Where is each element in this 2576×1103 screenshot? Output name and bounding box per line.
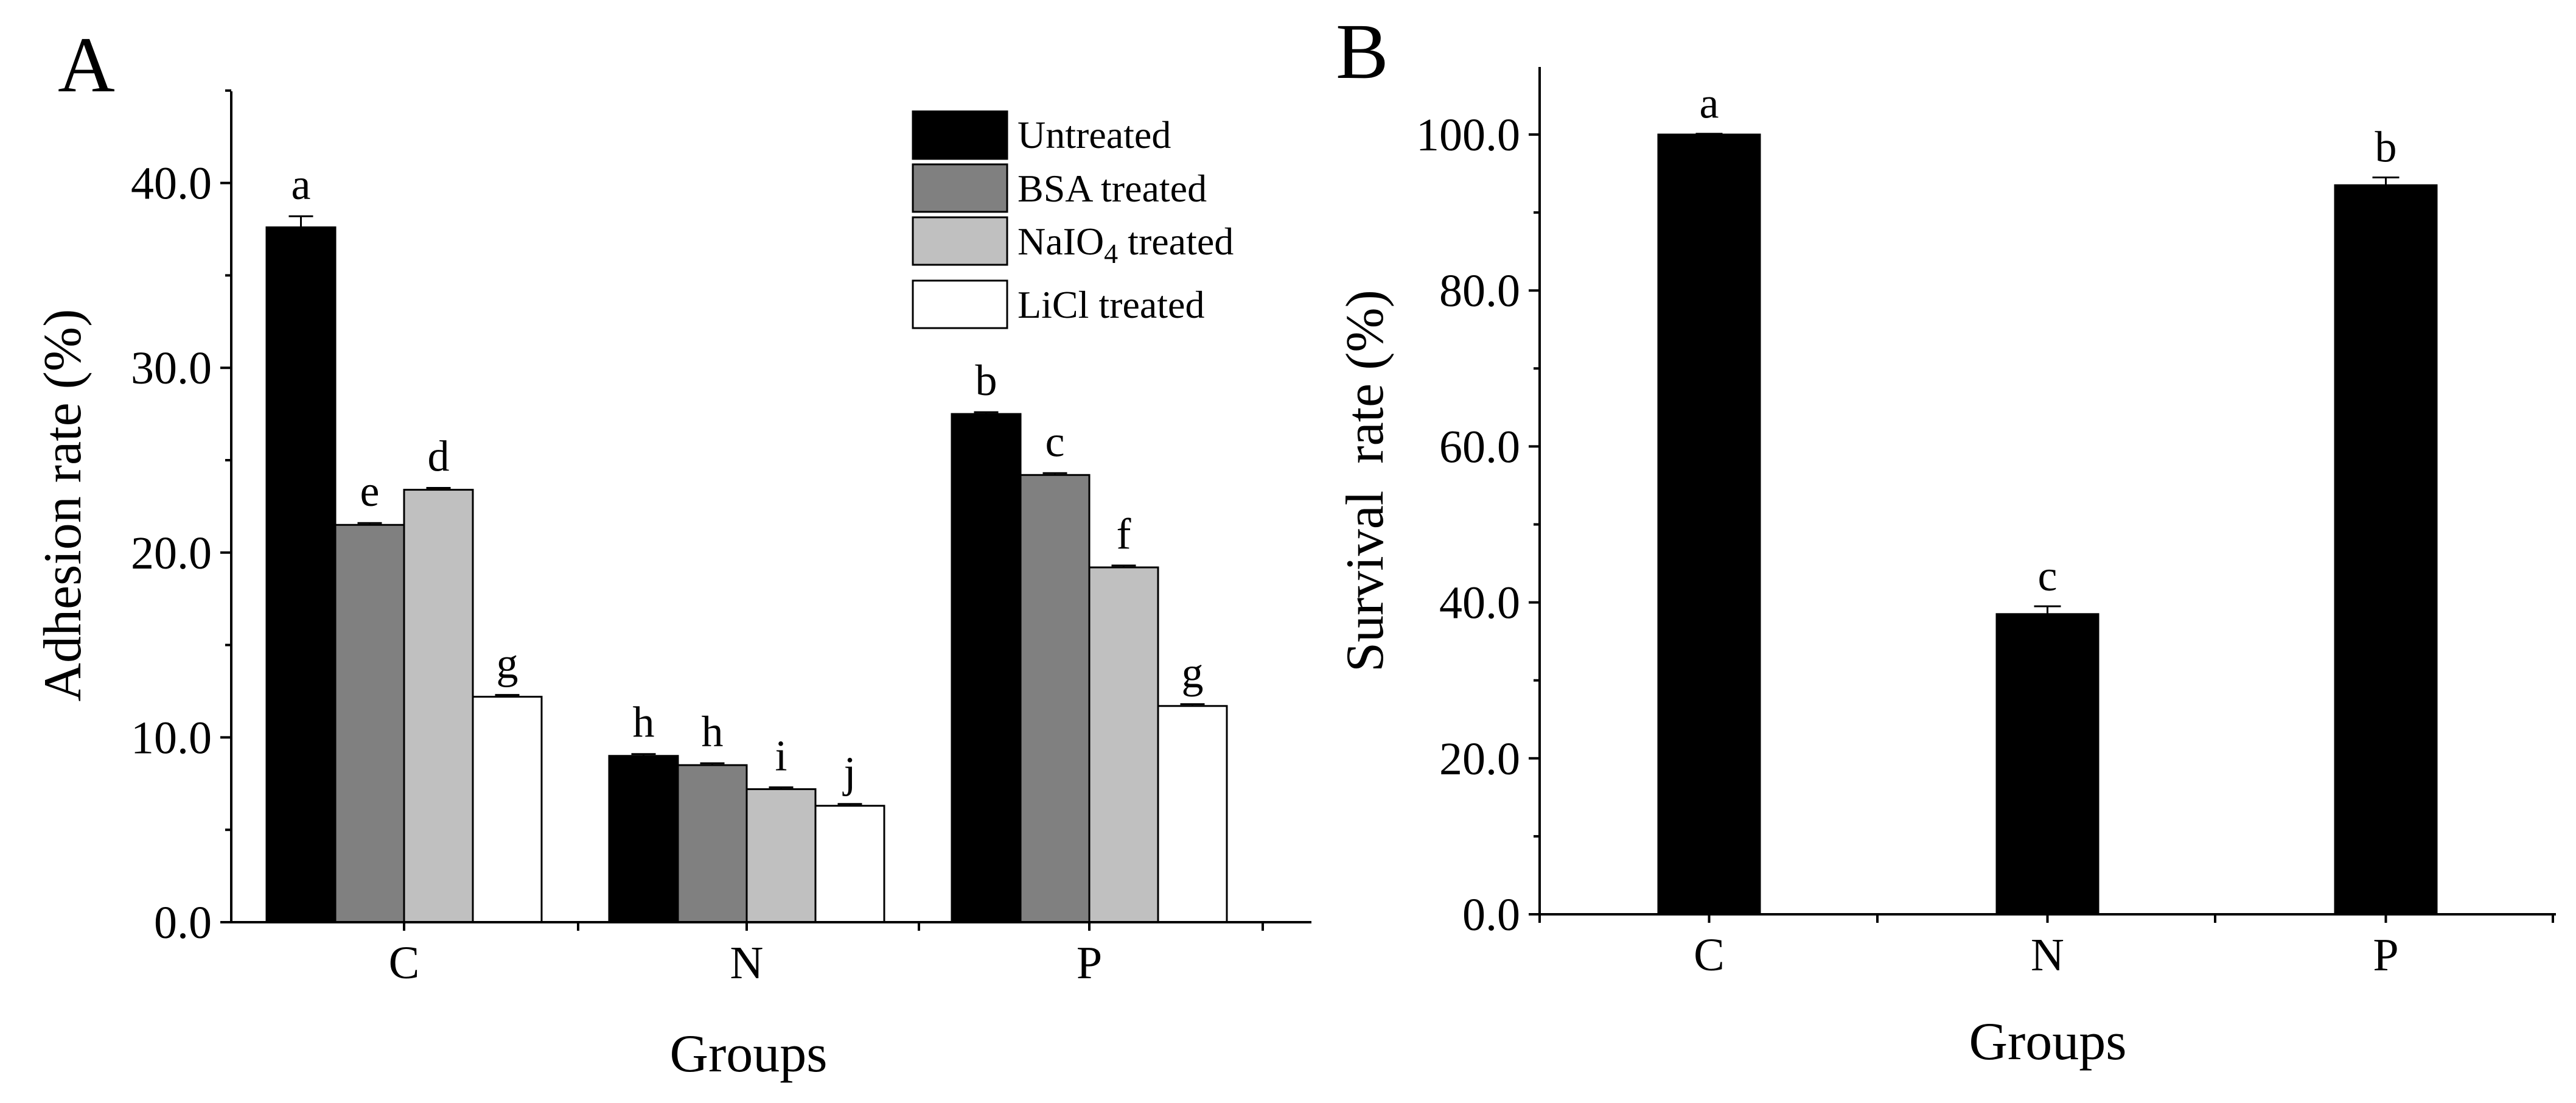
legend-label-untreated: Untreated [1017, 113, 1171, 156]
panel-a-y-axis-title: Adhesion rate (%) [33, 309, 92, 701]
legend-label-naio4: NaIO4 treated [1017, 220, 1234, 269]
y-tick-label: 20.0 [1439, 734, 1520, 785]
panel-b-letter: B [1336, 8, 1389, 96]
panel-a-significance-letters: a h b e h c d i f g j g [291, 160, 1204, 796]
legend-item-untreated: Untreated [912, 110, 1171, 160]
legend-swatch-untreated [912, 110, 1008, 160]
y-tick-label: 40.0 [1439, 578, 1520, 629]
legend-swatch-bsa [912, 163, 1008, 213]
legend-swatch-licl [912, 279, 1008, 329]
sig-letter-n-licl-treated: j [842, 748, 856, 797]
legend-swatch-naio4 [912, 216, 1008, 266]
bar-p-licl-treated [1157, 705, 1228, 923]
legend-item-naio4: NaIO4 treated [912, 216, 1234, 269]
panel-a-y-ticks: 0.0 10.0 20.0 30.0 40.0 [131, 89, 231, 948]
sig-letter-c-bsa-treated: e [360, 467, 380, 516]
panel-b-significance-letters: a c b [1700, 79, 2397, 600]
sig-letter-p-licl-treated: g [1182, 648, 1204, 697]
bar-p-naio4-treated [1088, 566, 1159, 923]
bar-p-bsa-treated [1019, 474, 1091, 923]
y-tick-label: 20.0 [131, 528, 212, 579]
panel-a-adhesion-chart: A a h b e h c d i f g j g 0.0 10.0 20.0 30.0 40.0 C N P A… [33, 21, 1311, 1084]
bar-p-untreated [951, 413, 1022, 923]
x-tick-label-p: P [2373, 930, 2398, 981]
bar-c-licl-treated [472, 696, 543, 923]
panel-a-letter: A [58, 21, 115, 109]
sig-letter-n-naio4-treated: i [775, 731, 787, 780]
bar-n-survival-rate [1995, 613, 2100, 916]
y-tick-label: 0.0 [154, 897, 212, 948]
y-tick-label: 0.0 [1462, 889, 1520, 940]
bar-n-untreated [608, 755, 679, 923]
y-tick-label: 80.0 [1439, 265, 1520, 317]
bar-c-survival-rate [1657, 133, 1761, 916]
y-tick-label: 100.0 [1416, 110, 1520, 161]
sig-letter-n-survival-rate: c [2038, 552, 2058, 600]
panel-b-y-ticks: 0.0 20.0 40.0 60.0 80.0 100.0 [1416, 110, 1540, 940]
bar-n-naio4-treated [745, 788, 817, 923]
panel-b-survival-chart: B a c b 0.0 20.0 40.0 60.0 80.0 100.0 C N P Survi… [1336, 8, 2556, 1071]
panel-b-x-axis-title: Groups [1969, 1012, 2126, 1071]
y-tick-label: 40.0 [131, 158, 212, 209]
panel-b-y-axis-title: Survival rate (%) [1336, 290, 1395, 672]
x-tick-label-c: C [389, 937, 420, 989]
sig-letter-c-licl-treated: g [497, 639, 518, 688]
legend-item-licl: LiCl treated [912, 279, 1204, 329]
panel-a-legend: Untreated BSA treated NaIO4 treated LiCl… [912, 110, 1234, 329]
bar-c-naio4-treated [403, 489, 474, 923]
panel-b-bars [1657, 133, 2438, 916]
bar-n-bsa-treated [677, 764, 748, 923]
x-tick-label-n: N [730, 937, 764, 989]
sig-letter-p-bsa-treated: c [1045, 417, 1065, 466]
legend-label-licl: LiCl treated [1017, 283, 1204, 326]
bar-n-licl-treated [814, 805, 885, 923]
bar-c-untreated [265, 226, 337, 923]
sig-letter-n-bsa-treated: h [702, 707, 724, 756]
sig-letter-c-untreated: a [291, 160, 311, 209]
panel-a-bars [265, 215, 1228, 923]
bar-c-bsa-treated [334, 523, 405, 923]
y-tick-label: 10.0 [131, 712, 212, 763]
bar-p-survival-rate [2334, 184, 2438, 916]
x-tick-label-n: N [2031, 930, 2064, 981]
legend-item-bsa: BSA treated [912, 163, 1207, 213]
sig-letter-c-survival-rate: a [1700, 79, 1719, 128]
legend-label-bsa: BSA treated [1017, 167, 1207, 210]
sig-letter-p-untreated: b [976, 356, 997, 405]
x-tick-label-p: P [1077, 937, 1102, 989]
x-tick-label-c: C [1694, 930, 1725, 981]
y-tick-label: 30.0 [131, 343, 212, 394]
sig-letter-p-naio4-treated: f [1117, 509, 1131, 558]
sig-letter-c-naio4-treated: d [428, 432, 450, 481]
panel-a-x-axis-title: Groups [669, 1024, 827, 1084]
y-tick-label: 60.0 [1439, 421, 1520, 472]
sig-letter-n-untreated: h [633, 698, 655, 747]
sig-letter-p-survival-rate: b [2375, 122, 2397, 171]
